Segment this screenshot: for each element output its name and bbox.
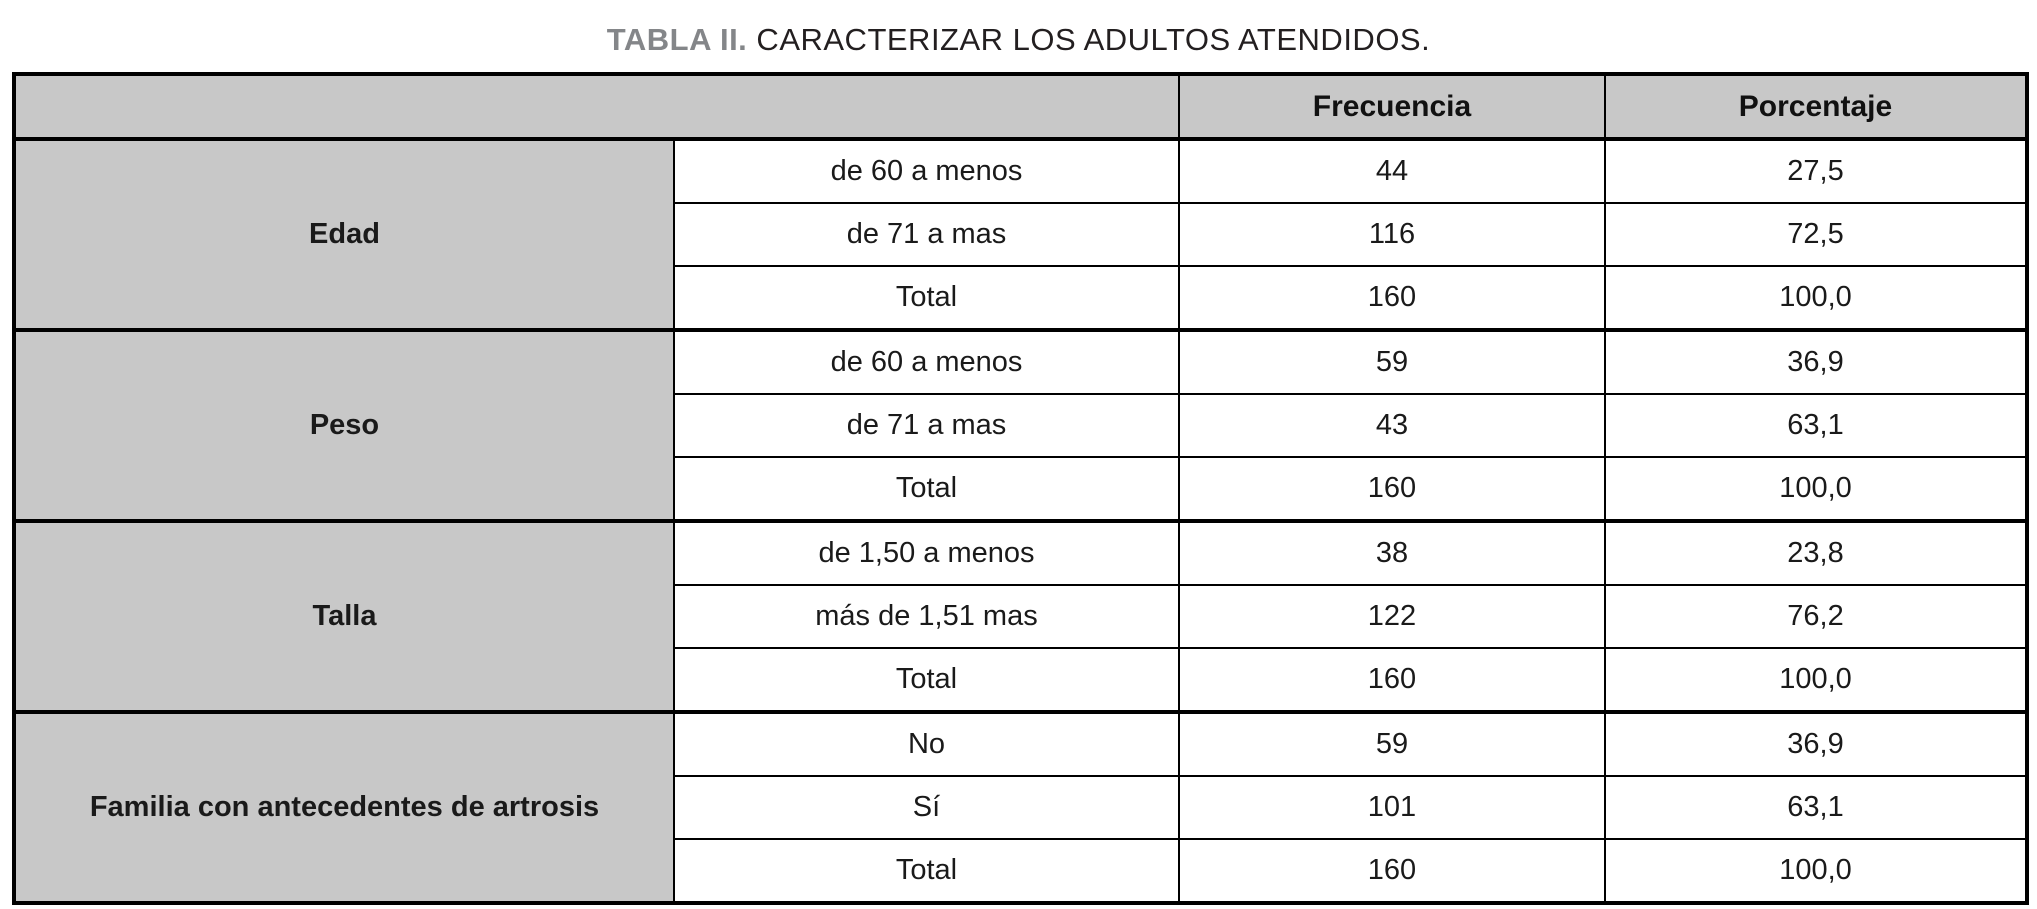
category-cell: más de 1,51 mas	[673, 584, 1180, 649]
table-header-row: Frecuencia Porcentaje	[13, 73, 2028, 141]
percentage-cell: 63,1	[1604, 393, 2028, 458]
group-label-talla: Talla	[13, 519, 675, 713]
frequency-cell: 116	[1178, 202, 1606, 267]
adults-characterization-table: Frecuencia Porcentaje Edad de 60 a menos…	[12, 72, 2029, 905]
percentage-cell: 76,2	[1604, 584, 2028, 649]
header-frecuencia: Frecuencia	[1178, 73, 1606, 141]
percentage-cell: 100,0	[1604, 265, 2028, 331]
table-title-text: CARACTERIZAR LOS ADULTOS ATENDIDOS.	[747, 22, 1431, 57]
group-label-edad: Edad	[13, 137, 675, 331]
percentage-cell: 23,8	[1604, 519, 2028, 586]
percentage-cell: 100,0	[1604, 456, 2028, 522]
frequency-cell: 101	[1178, 775, 1606, 840]
frequency-cell: 160	[1178, 647, 1606, 713]
category-cell: Total	[673, 838, 1180, 904]
category-cell: Total	[673, 456, 1180, 522]
percentage-cell: 36,9	[1604, 710, 2028, 777]
category-cell: de 71 a mas	[673, 202, 1180, 267]
category-cell: de 60 a menos	[673, 328, 1180, 395]
category-cell: de 60 a menos	[673, 137, 1180, 204]
category-cell: de 1,50 a menos	[673, 519, 1180, 586]
table-row: Edad de 60 a menos 44 27,5	[13, 137, 2028, 331]
frequency-cell: 43	[1178, 393, 1606, 458]
table-title: TABLA II. CARACTERIZAR LOS ADULTOS ATEND…	[12, 22, 2025, 58]
table-row: Total 160 100,0	[14, 647, 2028, 713]
category-cell: Total	[673, 265, 1180, 331]
frequency-cell: 160	[1178, 456, 1606, 522]
category-cell: Total	[673, 647, 1180, 713]
percentage-cell: 36,9	[1604, 328, 2028, 395]
table-row: de 71 a mas 116 72,5	[14, 202, 2028, 267]
group-label-peso: Peso	[13, 328, 675, 522]
percentage-cell: 100,0	[1604, 838, 2028, 904]
percentage-cell: 27,5	[1604, 137, 2028, 204]
table-row: de 71 a mas 43 63,1	[14, 393, 2028, 458]
frequency-cell: 160	[1178, 838, 1606, 904]
frequency-cell: 160	[1178, 265, 1606, 331]
header-empty-cell	[13, 73, 1180, 141]
table-row: Total 160 100,0	[14, 838, 2028, 904]
table-row: Peso de 60 a menos 59 36,9	[13, 328, 2028, 522]
frequency-cell: 38	[1178, 519, 1606, 586]
table-row: Sí 101 63,1	[14, 775, 2028, 840]
category-cell: de 71 a mas	[673, 393, 1180, 458]
frequency-cell: 44	[1178, 137, 1606, 204]
table-row: Familia con antecedentes de artrosis No …	[13, 710, 2028, 904]
category-cell: No	[673, 710, 1180, 777]
percentage-cell: 72,5	[1604, 202, 2028, 267]
group-label-familia-antecedentes: Familia con antecedentes de artrosis	[13, 710, 675, 904]
table-row: Total 160 100,0	[14, 456, 2028, 522]
table-row: Total 160 100,0	[14, 265, 2028, 331]
frequency-cell: 59	[1178, 710, 1606, 777]
header-porcentaje: Porcentaje	[1604, 73, 2028, 141]
frequency-cell: 122	[1178, 584, 1606, 649]
category-cell: Sí	[673, 775, 1180, 840]
frequency-cell: 59	[1178, 328, 1606, 395]
percentage-cell: 63,1	[1604, 775, 2028, 840]
table-row: Talla de 1,50 a menos 38 23,8	[13, 519, 2028, 713]
table-row: más de 1,51 mas 122 76,2	[14, 584, 2028, 649]
table-title-tag: TABLA II.	[606, 22, 748, 57]
percentage-cell: 100,0	[1604, 647, 2028, 713]
